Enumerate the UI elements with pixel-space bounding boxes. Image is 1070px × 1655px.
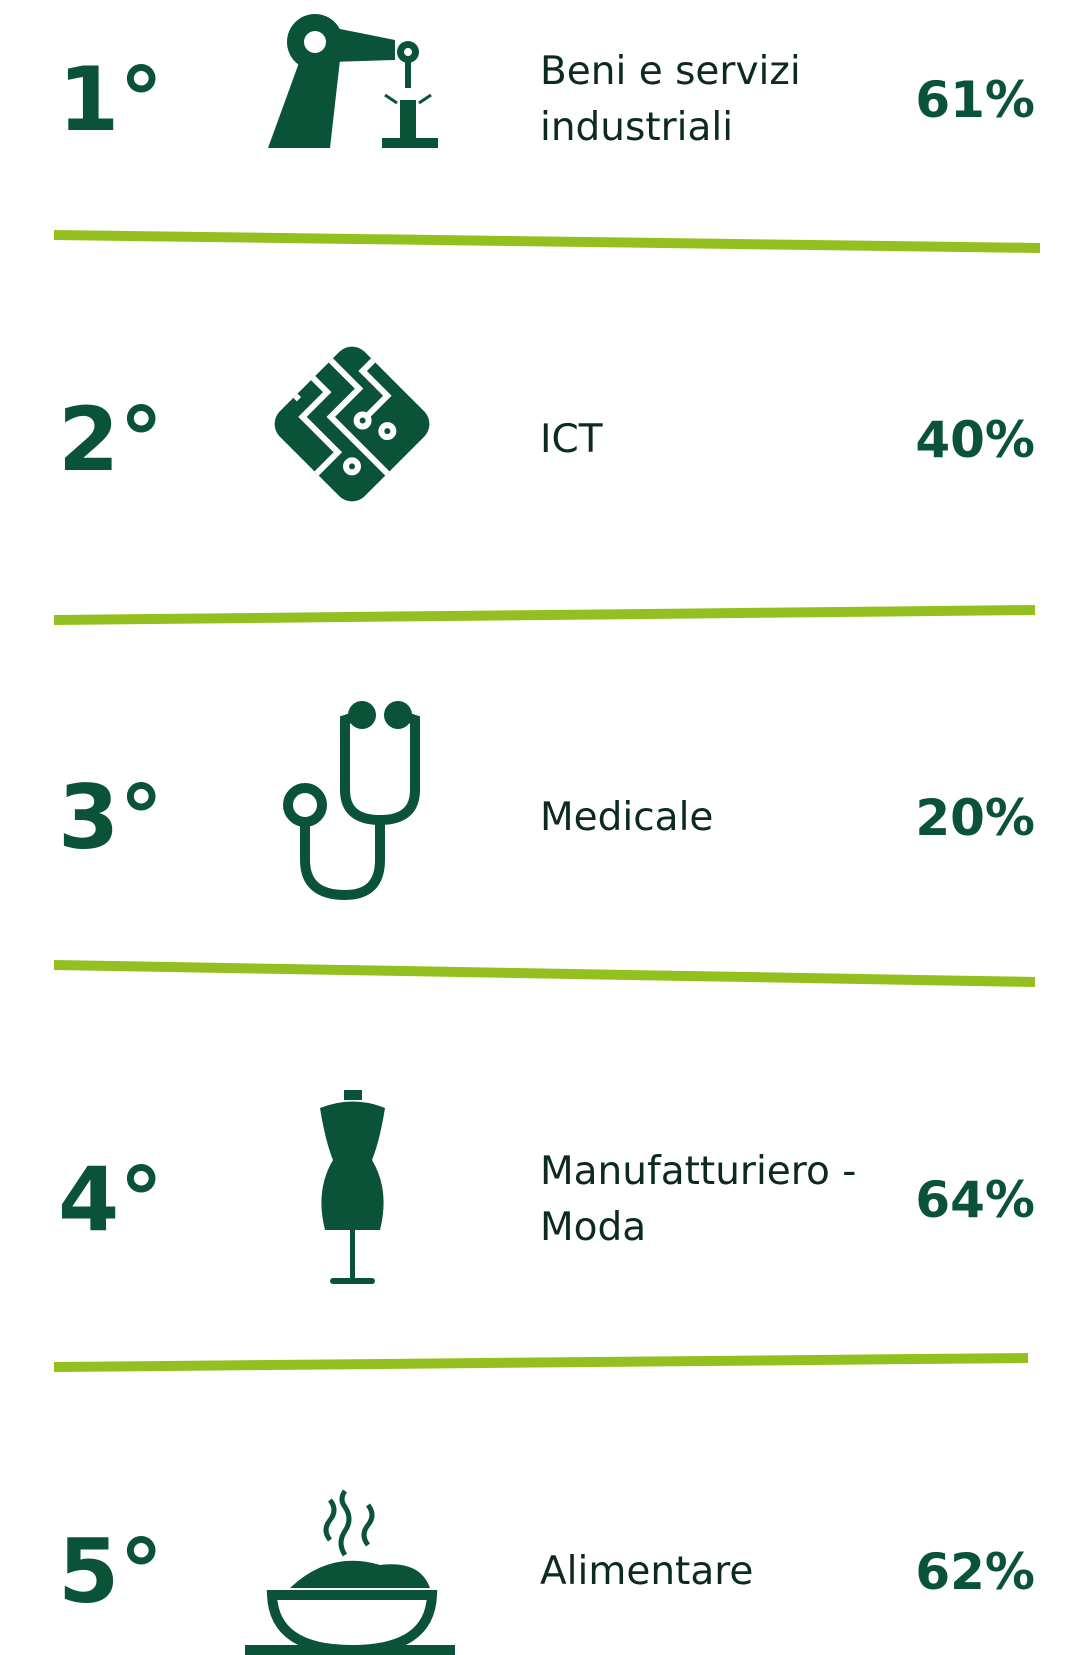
icon-chip [274, 346, 430, 502]
percent: 61% [915, 71, 1035, 129]
percent: 20% [915, 789, 1035, 847]
separator [53, 960, 1036, 987]
label-line: Beni e servizi [540, 49, 801, 94]
separator [53, 230, 1041, 253]
label-line: Alimentare [540, 1549, 754, 1594]
icon-bowl [245, 1489, 455, 1655]
icon-robot [268, 14, 438, 148]
percent: 64% [915, 1171, 1035, 1229]
label-line: ICT [540, 417, 603, 462]
label-line: Medicale [540, 795, 714, 840]
rank: 5° [58, 1520, 164, 1623]
label: Beni e servizi industriali [540, 44, 801, 156]
label: Alimentare [540, 1544, 753, 1600]
percent: 40% [915, 411, 1035, 469]
rank: 1° [58, 48, 164, 151]
label: Manufatturiero - Moda [540, 1144, 856, 1256]
icon-stethoscope [283, 701, 420, 901]
separator [53, 1353, 1029, 1372]
percent: 62% [915, 1543, 1035, 1601]
icon-mannequin [320, 1090, 385, 1284]
label: ICT [540, 412, 603, 468]
rank: 4° [58, 1148, 164, 1251]
label-line: Manufatturiero - [540, 1149, 857, 1194]
label: Medicale [540, 790, 713, 846]
separator [53, 605, 1036, 625]
label-line: Moda [540, 1205, 647, 1250]
separators [53, 230, 1041, 1372]
rank: 3° [58, 766, 164, 869]
label-line: industriali [540, 105, 734, 150]
rank: 2° [58, 388, 164, 491]
